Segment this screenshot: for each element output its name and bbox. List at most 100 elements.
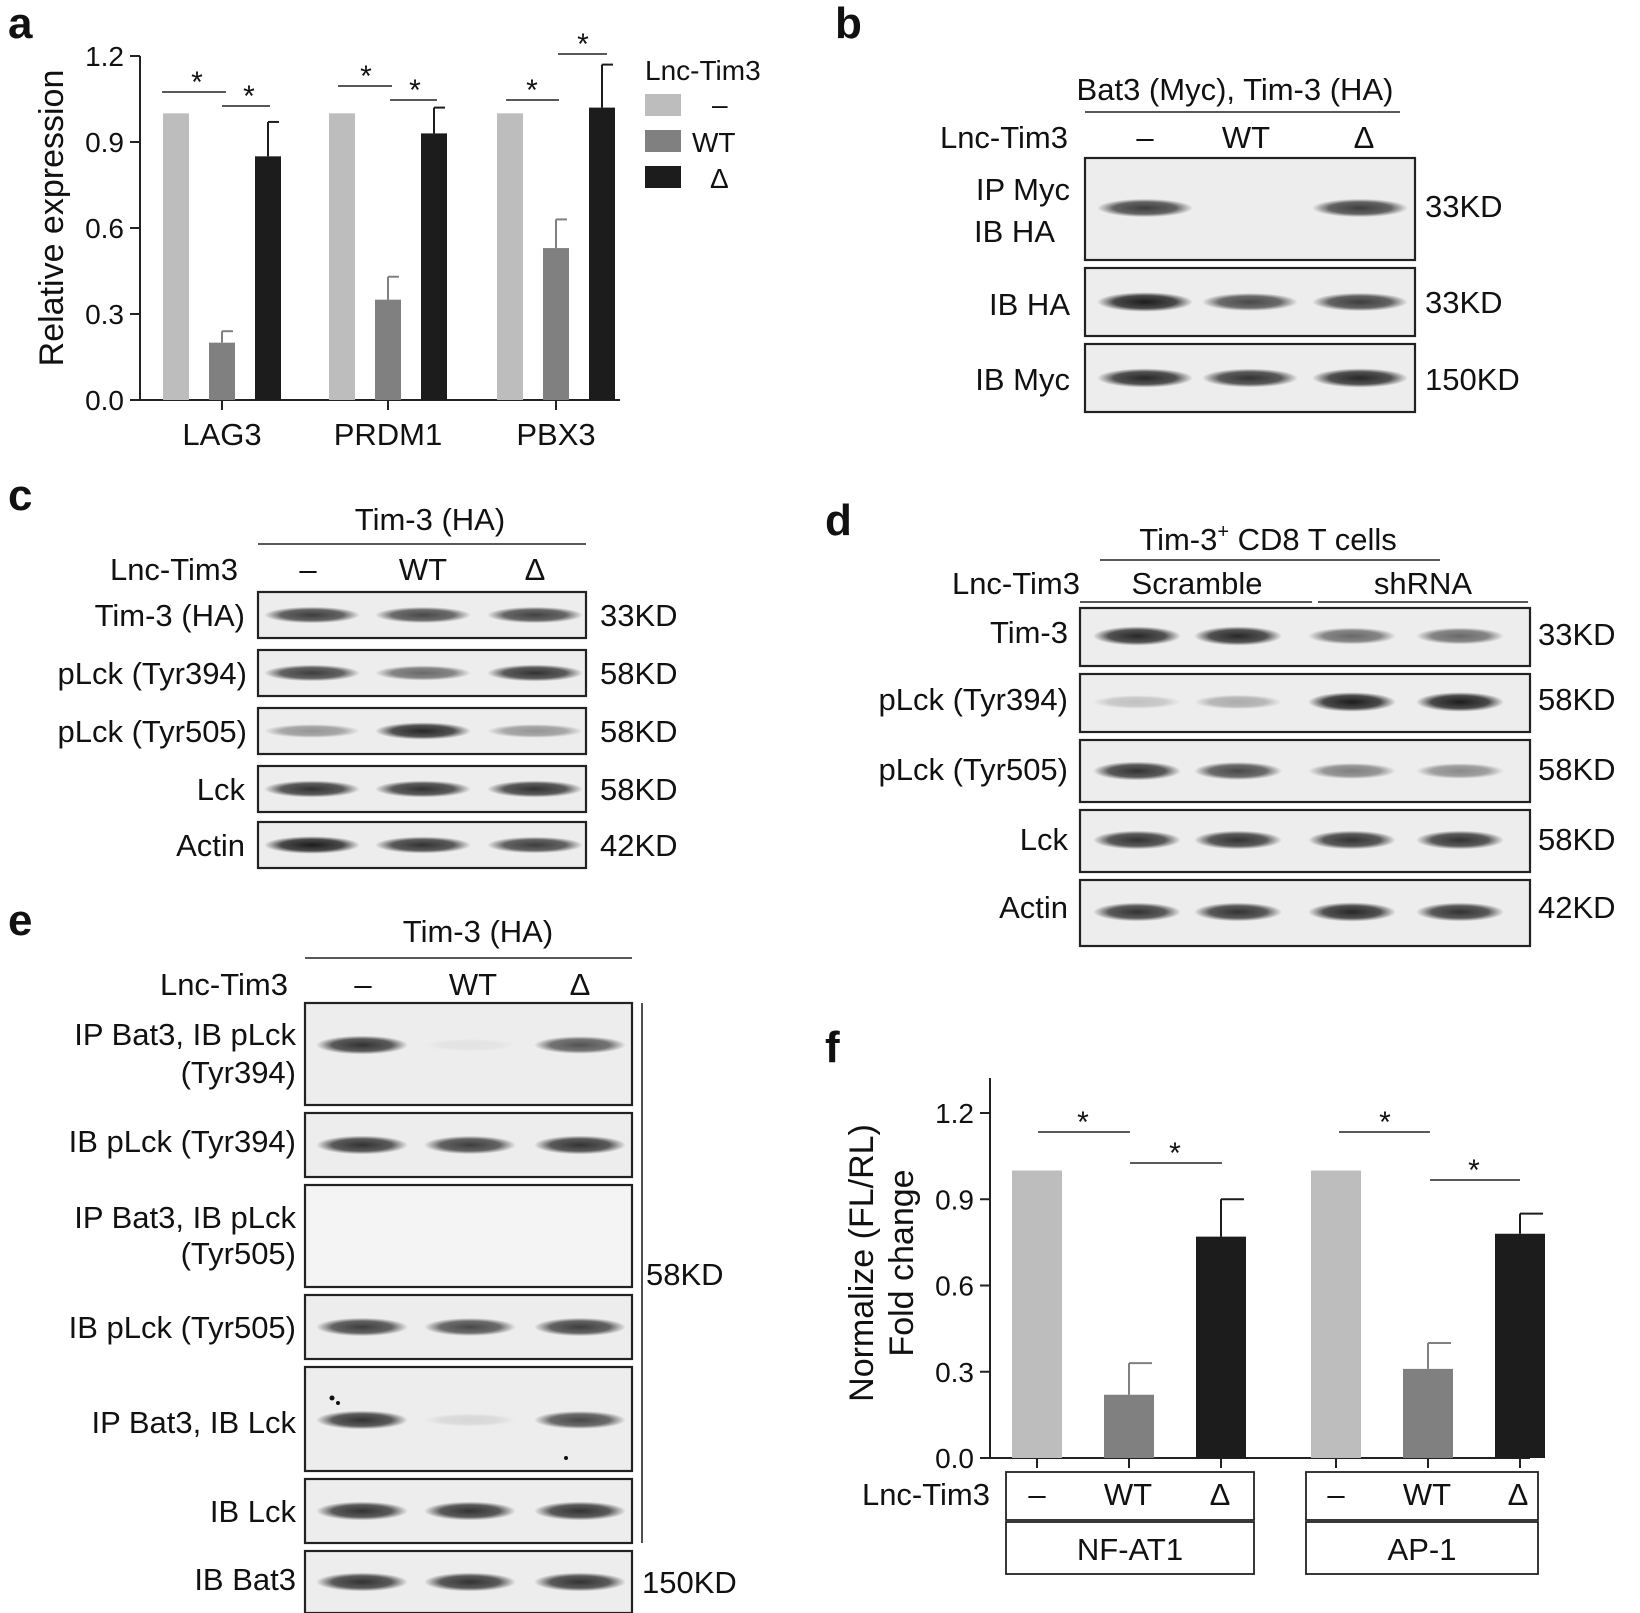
panel-a-xtick-label-1: PRDM1 (334, 417, 443, 452)
panel-a-ytick-label-2: 0.6 (85, 213, 124, 244)
panel-f-ytick-label-1: 0.3 (935, 1357, 974, 1388)
panel-f-g2-lane-2: WT (1403, 1477, 1451, 1512)
panel-c-header: Tim-3 (HA) (355, 502, 505, 537)
panel-a-sig-2: * (243, 80, 255, 113)
panel-c-band-4-2 (487, 836, 583, 854)
panel-c-row4-size: 58KD (600, 772, 678, 807)
panel-e-row5-label: IP Bat3, IB Lck (92, 1405, 297, 1440)
panel-e-row7-label: IB Bat3 (194, 1562, 296, 1597)
panel-e-size-group: 58KD (646, 1257, 724, 1292)
panel-f-ytick-label-2: 0.6 (935, 1271, 974, 1302)
panel-d-header: Tim-3+ CD8 T cells (1139, 521, 1396, 557)
panel-e-band-4-1 (424, 1413, 516, 1427)
panel-d-band-1-1 (1194, 694, 1282, 710)
panel-f-bar-0-1 (1104, 1394, 1154, 1458)
panel-c-row3-label: pLck (Tyr505) (57, 714, 247, 749)
panel-b-band-1-2 (1312, 292, 1408, 312)
panel-d-band-1-0 (1093, 695, 1181, 709)
panel-e-band-0-2 (534, 1036, 626, 1054)
panel-a-bar-0-2 (255, 156, 281, 400)
panel-a-bar-2-0 (497, 113, 523, 400)
panel-d-header-sup: + (1217, 521, 1229, 543)
panel-d-band-4-0 (1093, 902, 1181, 922)
panel-e: e Tim-3 (HA) Lnc-Tim3 – WT Δ IP Bat3, IB… (8, 896, 737, 1613)
panel-d-row1-size: 33KD (1538, 617, 1616, 652)
panel-f-sig-3: * (1379, 1106, 1391, 1139)
panel-e-band-5-2 (534, 1501, 626, 1521)
panel-d-band-4-2 (1308, 902, 1396, 922)
panel-d-band-3-1 (1194, 830, 1282, 850)
panel-d-band-3-0 (1093, 830, 1181, 850)
panel-d-band-3-2 (1308, 830, 1396, 850)
panel-c-row3-size: 58KD (600, 714, 678, 749)
panel-f-group-1: NF-AT1 (1077, 1532, 1183, 1567)
panel-a-xtick-label-0: LAG3 (182, 417, 261, 452)
panel-b-band-0-2 (1312, 198, 1408, 218)
panel-b-band-0-0 (1097, 198, 1193, 218)
panel-e-band-5-1 (424, 1501, 516, 1521)
panel-a-sig-5: * (526, 74, 538, 107)
panel-b-band-1-0 (1097, 292, 1193, 312)
panel-e-row1-label-2: (Tyr394) (181, 1055, 296, 1090)
panel-f-g2-lane-3: Δ (1508, 1477, 1529, 1512)
panel-d-band-1-2 (1308, 692, 1396, 712)
panel-c-band-0-1 (375, 606, 471, 624)
panel-f-ytick-label-4: 1.2 (935, 1098, 974, 1129)
panel-d-group-2: shRNA (1374, 566, 1473, 601)
panel-f-ylabel-1: Normalize (FL/RL) (843, 1124, 881, 1402)
panel-f-group-box-1 (1005, 1521, 1255, 1575)
panel-c-row5-label: Actin (176, 828, 245, 863)
panel-b-band-2-2 (1312, 368, 1408, 388)
panel-b-row2-size: 33KD (1425, 285, 1503, 320)
panel-c-band-1-2 (487, 664, 583, 682)
panel-d-label: d (825, 496, 852, 545)
panel-e-band-4-0 (316, 1410, 408, 1430)
panel-a: a Relative expression 0.0 0.3 0.6 0.9 1.2 LA… (8, 0, 761, 452)
panel-d-band-4-1 (1194, 902, 1282, 922)
panel-f-ytick-label-3: 0.9 (935, 1184, 974, 1215)
panel-a-bar-0-1 (209, 342, 235, 400)
panel-e-condition: Lnc-Tim3 (160, 967, 288, 1002)
panel-a-legend: Lnc-Tim3 – WT Δ (645, 55, 761, 194)
panel-c-band-1-0 (264, 664, 360, 682)
panel-c-band-1-1 (375, 665, 471, 681)
panel-c-band-0-2 (487, 606, 583, 624)
panel-d-row3-size: 58KD (1538, 752, 1616, 787)
panel-c-row2-size: 58KD (600, 656, 678, 691)
panel-d-band-0-1 (1194, 626, 1282, 646)
panel-d-band-0-0 (1093, 626, 1181, 646)
panel-f-sig-1: * (1077, 1106, 1089, 1139)
panel-a-legend-item-3: Δ (710, 163, 729, 194)
panel-b-lane-3: Δ (1354, 120, 1375, 155)
panel-d-row4-label: Lck (1020, 822, 1069, 857)
panel-e-band-5-0 (316, 1501, 408, 1521)
panel-d-row3-label: pLck (Tyr505) (878, 752, 1068, 787)
panel-a-ytick-label-4: 1.2 (85, 41, 124, 72)
panel-b-band-2-1 (1202, 368, 1298, 388)
panel-c-band-3-2 (487, 780, 583, 798)
panel-e-header: Tim-3 (HA) (403, 914, 553, 949)
panel-e-band-3-2 (534, 1317, 626, 1337)
panel-a-bar-0-0 (163, 113, 189, 400)
panel-c: c Tim-3 (HA) Lnc-Tim3 – WT Δ Tim-3 (HA) … (8, 471, 678, 870)
panel-e-band-1-0 (316, 1135, 408, 1155)
panel-b-row3-label: IB Myc (975, 362, 1070, 397)
panel-f-bar-0-0 (1012, 1170, 1062, 1458)
panel-f-group-2: AP-1 (1388, 1532, 1457, 1567)
panel-a-legend-item-2: WT (692, 127, 736, 158)
panel-a-ylabel: Relative expression (33, 70, 71, 367)
panel-a-bar-1-2 (421, 133, 447, 400)
panel-a-legend-swatch-3 (645, 166, 681, 188)
panel-c-row5-size: 42KD (600, 828, 678, 863)
panel-d-row2-label: pLck (Tyr394) (878, 682, 1068, 717)
panel-e-band-0-0 (316, 1035, 408, 1055)
panel-b-row1-label-1: IP Myc (976, 172, 1070, 207)
panel-c-row1-label: Tim-3 (HA) (95, 598, 245, 633)
panel-d-row4-size: 58KD (1538, 822, 1616, 857)
panel-a-ytick-label-0: 0.0 (85, 385, 124, 416)
panel-c-label: c (8, 471, 32, 520)
panel-b-row1-size: 33KD (1425, 189, 1503, 224)
panel-d-row2-size: 58KD (1538, 682, 1616, 717)
panel-c-band-4-0 (264, 836, 360, 854)
